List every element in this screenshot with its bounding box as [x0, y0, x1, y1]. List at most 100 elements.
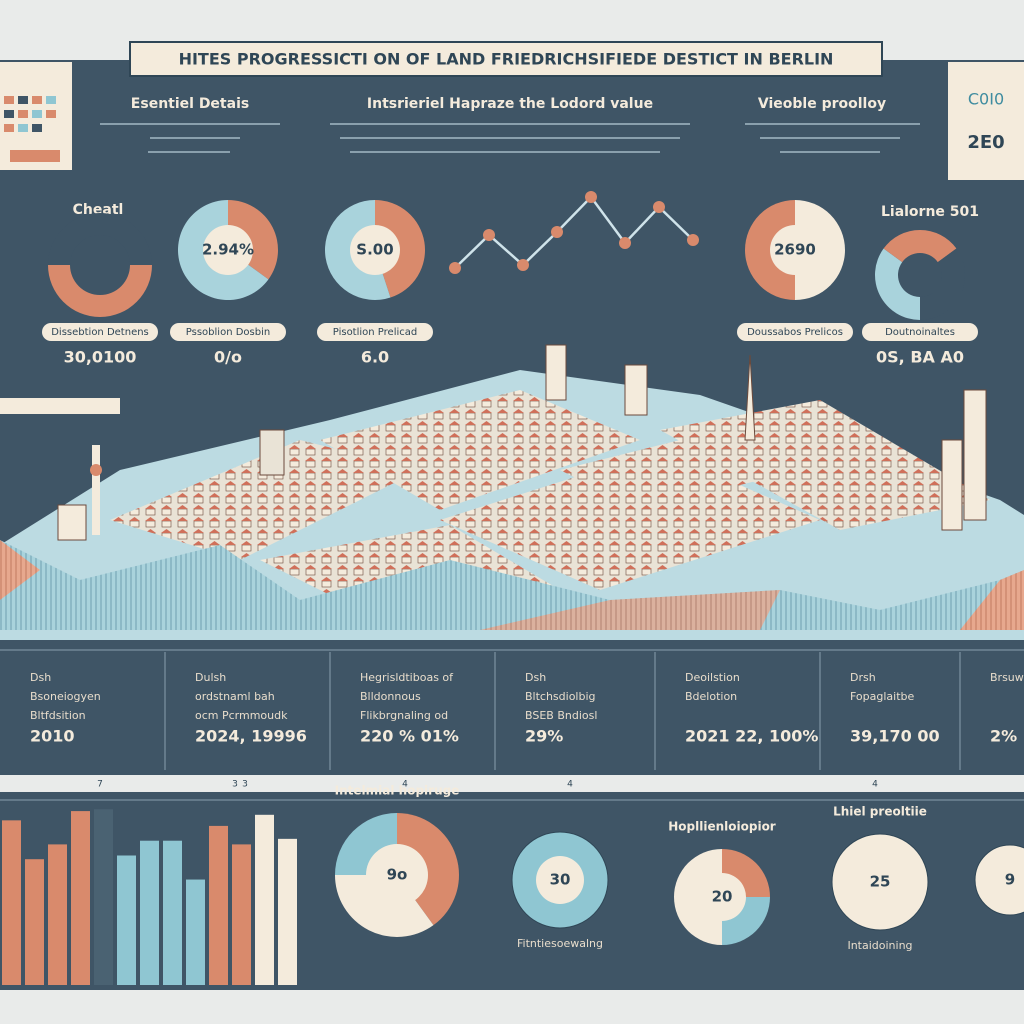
bar [186, 879, 205, 985]
donut-segment [874, 248, 920, 320]
bar [140, 840, 159, 985]
pie-slice [228, 200, 278, 280]
line-point [517, 259, 529, 271]
footer-value: 0/o [214, 348, 242, 367]
donut-segment [920, 248, 965, 320]
line-point [483, 229, 495, 241]
card [948, 62, 1024, 180]
center-label: 2.94% [202, 241, 254, 259]
stat-text: Bltchsdiolbig [525, 690, 596, 703]
chart-label: Lialorne 501 [881, 204, 979, 220]
stat-value: 29% [525, 727, 563, 746]
center-label: 2690 [774, 241, 816, 259]
line-point [551, 226, 563, 238]
axis-label: 3 [242, 780, 248, 790]
footer-value: 30,0100 [64, 348, 137, 367]
bar [2, 820, 21, 985]
pie-slice [335, 875, 434, 937]
line-point [449, 262, 461, 274]
center-label: 20 [712, 888, 733, 906]
stat-text: Blldonnous [360, 690, 421, 703]
stat-text: Deoilstion [685, 671, 740, 684]
stat-text: BSEB Bndiosl [525, 709, 597, 722]
heading: Hopllienloiopior [668, 820, 776, 834]
heading: Vieoble proolloy [758, 96, 886, 112]
center-label: 9o [387, 866, 408, 884]
heading: Esentiel Detais [131, 96, 249, 112]
caption: Doutnoinaltes [885, 327, 955, 338]
stat-value: 2% [990, 727, 1017, 746]
center-label: S.00 [356, 241, 393, 259]
caption-pill [862, 323, 978, 341]
stat-text: Fopaglaitbe [850, 690, 915, 703]
line-point [585, 191, 597, 203]
caption: Doussabos Prelicos [747, 327, 843, 338]
footer-value: 0S, BA A0 [876, 348, 964, 367]
center-label: 25 [870, 873, 891, 891]
stat-text: Dsh [525, 671, 546, 684]
bar [71, 811, 90, 985]
donut-segment [883, 230, 957, 263]
stat-value: 220 % 01% [360, 727, 459, 746]
line [454, 195, 694, 269]
title-banner [129, 41, 883, 77]
bar [94, 809, 113, 985]
caption-pill [170, 323, 286, 341]
stat-value: 2010 [30, 727, 75, 746]
stat-text: Flikbrgnaling od [360, 709, 448, 722]
caption: Dissebtion Detnens [51, 327, 149, 338]
donut-segment [48, 213, 152, 265]
bar [232, 844, 251, 985]
stat-value: 2021 22, 100% [685, 727, 818, 746]
caption: Fitntiesoewalng [517, 937, 603, 950]
center-disc [536, 856, 584, 904]
stat-value: 39,170 00 [850, 727, 940, 746]
pie-slice [375, 200, 425, 298]
stat-text: Drsh [850, 671, 876, 684]
line-point [687, 234, 699, 246]
center-disc [770, 225, 820, 275]
stat-text: Bltfdsition [30, 709, 86, 722]
stats-row: Dsh Bsoneiogyen Bltfdsition 2010 Dulsh ordstn… [30, 652, 1024, 770]
stat-text: Bsoneiogyen [30, 690, 101, 703]
axis-label: 3 [232, 780, 238, 790]
donut-segment [48, 265, 152, 317]
center-disc [203, 225, 253, 275]
bar [209, 825, 228, 985]
center-label: 30 [550, 871, 571, 889]
caption-pill [737, 323, 853, 341]
caption: Pssoblion Dosbin [186, 327, 270, 338]
center-disc [350, 225, 400, 275]
bar [255, 814, 274, 985]
city-illustration [0, 344, 1024, 640]
stat-value: 2024, 19996 [195, 727, 307, 746]
axis-label: 4 [872, 780, 878, 790]
card-text: 2E0 [967, 132, 1004, 153]
center-label: 9 [1005, 871, 1015, 889]
heading: Lhiel preoltiie [833, 805, 927, 819]
caption-pill [317, 323, 433, 341]
center-disc [856, 858, 904, 906]
stat-text: ocm Pcrmmoudk [195, 709, 288, 722]
axis-label: 7 [97, 780, 103, 790]
center-disc [366, 844, 428, 906]
placeholder-lines [100, 123, 920, 153]
caption-pill [42, 323, 158, 341]
line-point [653, 201, 665, 213]
stat-text: Bdelotion [685, 690, 737, 703]
chart-label: Cheatl [73, 202, 124, 218]
stat-text: Dsh [30, 671, 51, 684]
bar [25, 859, 44, 985]
bar [117, 855, 136, 985]
card-text: C0I0 [968, 90, 1004, 109]
caption: Intaidoining [847, 939, 912, 952]
title: HITES PROGRESSICTI ON OF LAND FRIEDRICHS… [179, 50, 834, 69]
bar [278, 838, 297, 985]
caption: Pisotlion Prelicad [333, 327, 417, 338]
bar [163, 840, 182, 985]
stat-text: Dulsh [195, 671, 226, 684]
axis-label: 4 [402, 780, 408, 790]
stat-text: ordstnaml bah [195, 690, 275, 703]
heading: Intelmial hopiruge [335, 784, 460, 798]
